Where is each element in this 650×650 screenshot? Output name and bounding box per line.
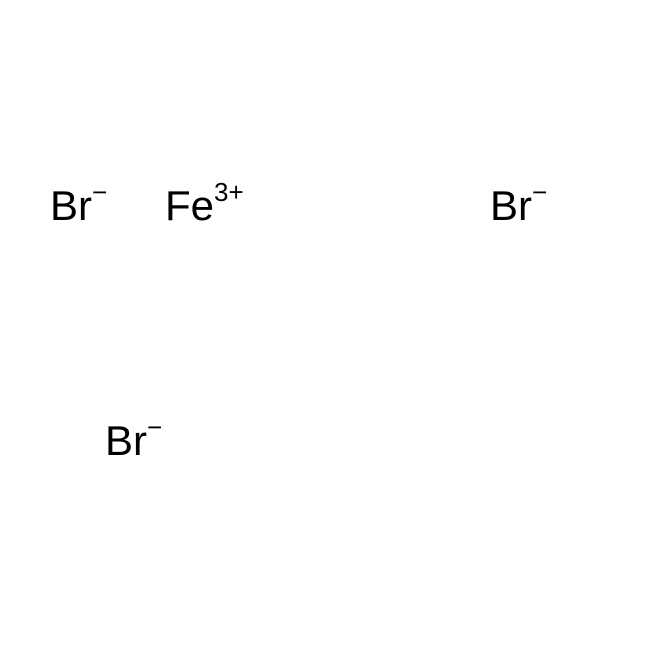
ion-charge: − [92,179,107,205]
ion-symbol: Br [490,185,532,227]
ion-br1: Br− [50,185,107,227]
ion-fe: Fe3+ [165,185,244,227]
ion-symbol: Br [105,420,147,462]
ion-charge: 3+ [214,179,244,205]
ion-charge: − [532,179,547,205]
ion-br2: Br− [490,185,547,227]
ion-symbol: Br [50,185,92,227]
ion-symbol: Fe [165,185,214,227]
chemical-diagram: Br− Fe3+ Br− Br− [0,0,650,650]
ion-charge: − [147,414,162,440]
ion-br3: Br− [105,420,162,462]
